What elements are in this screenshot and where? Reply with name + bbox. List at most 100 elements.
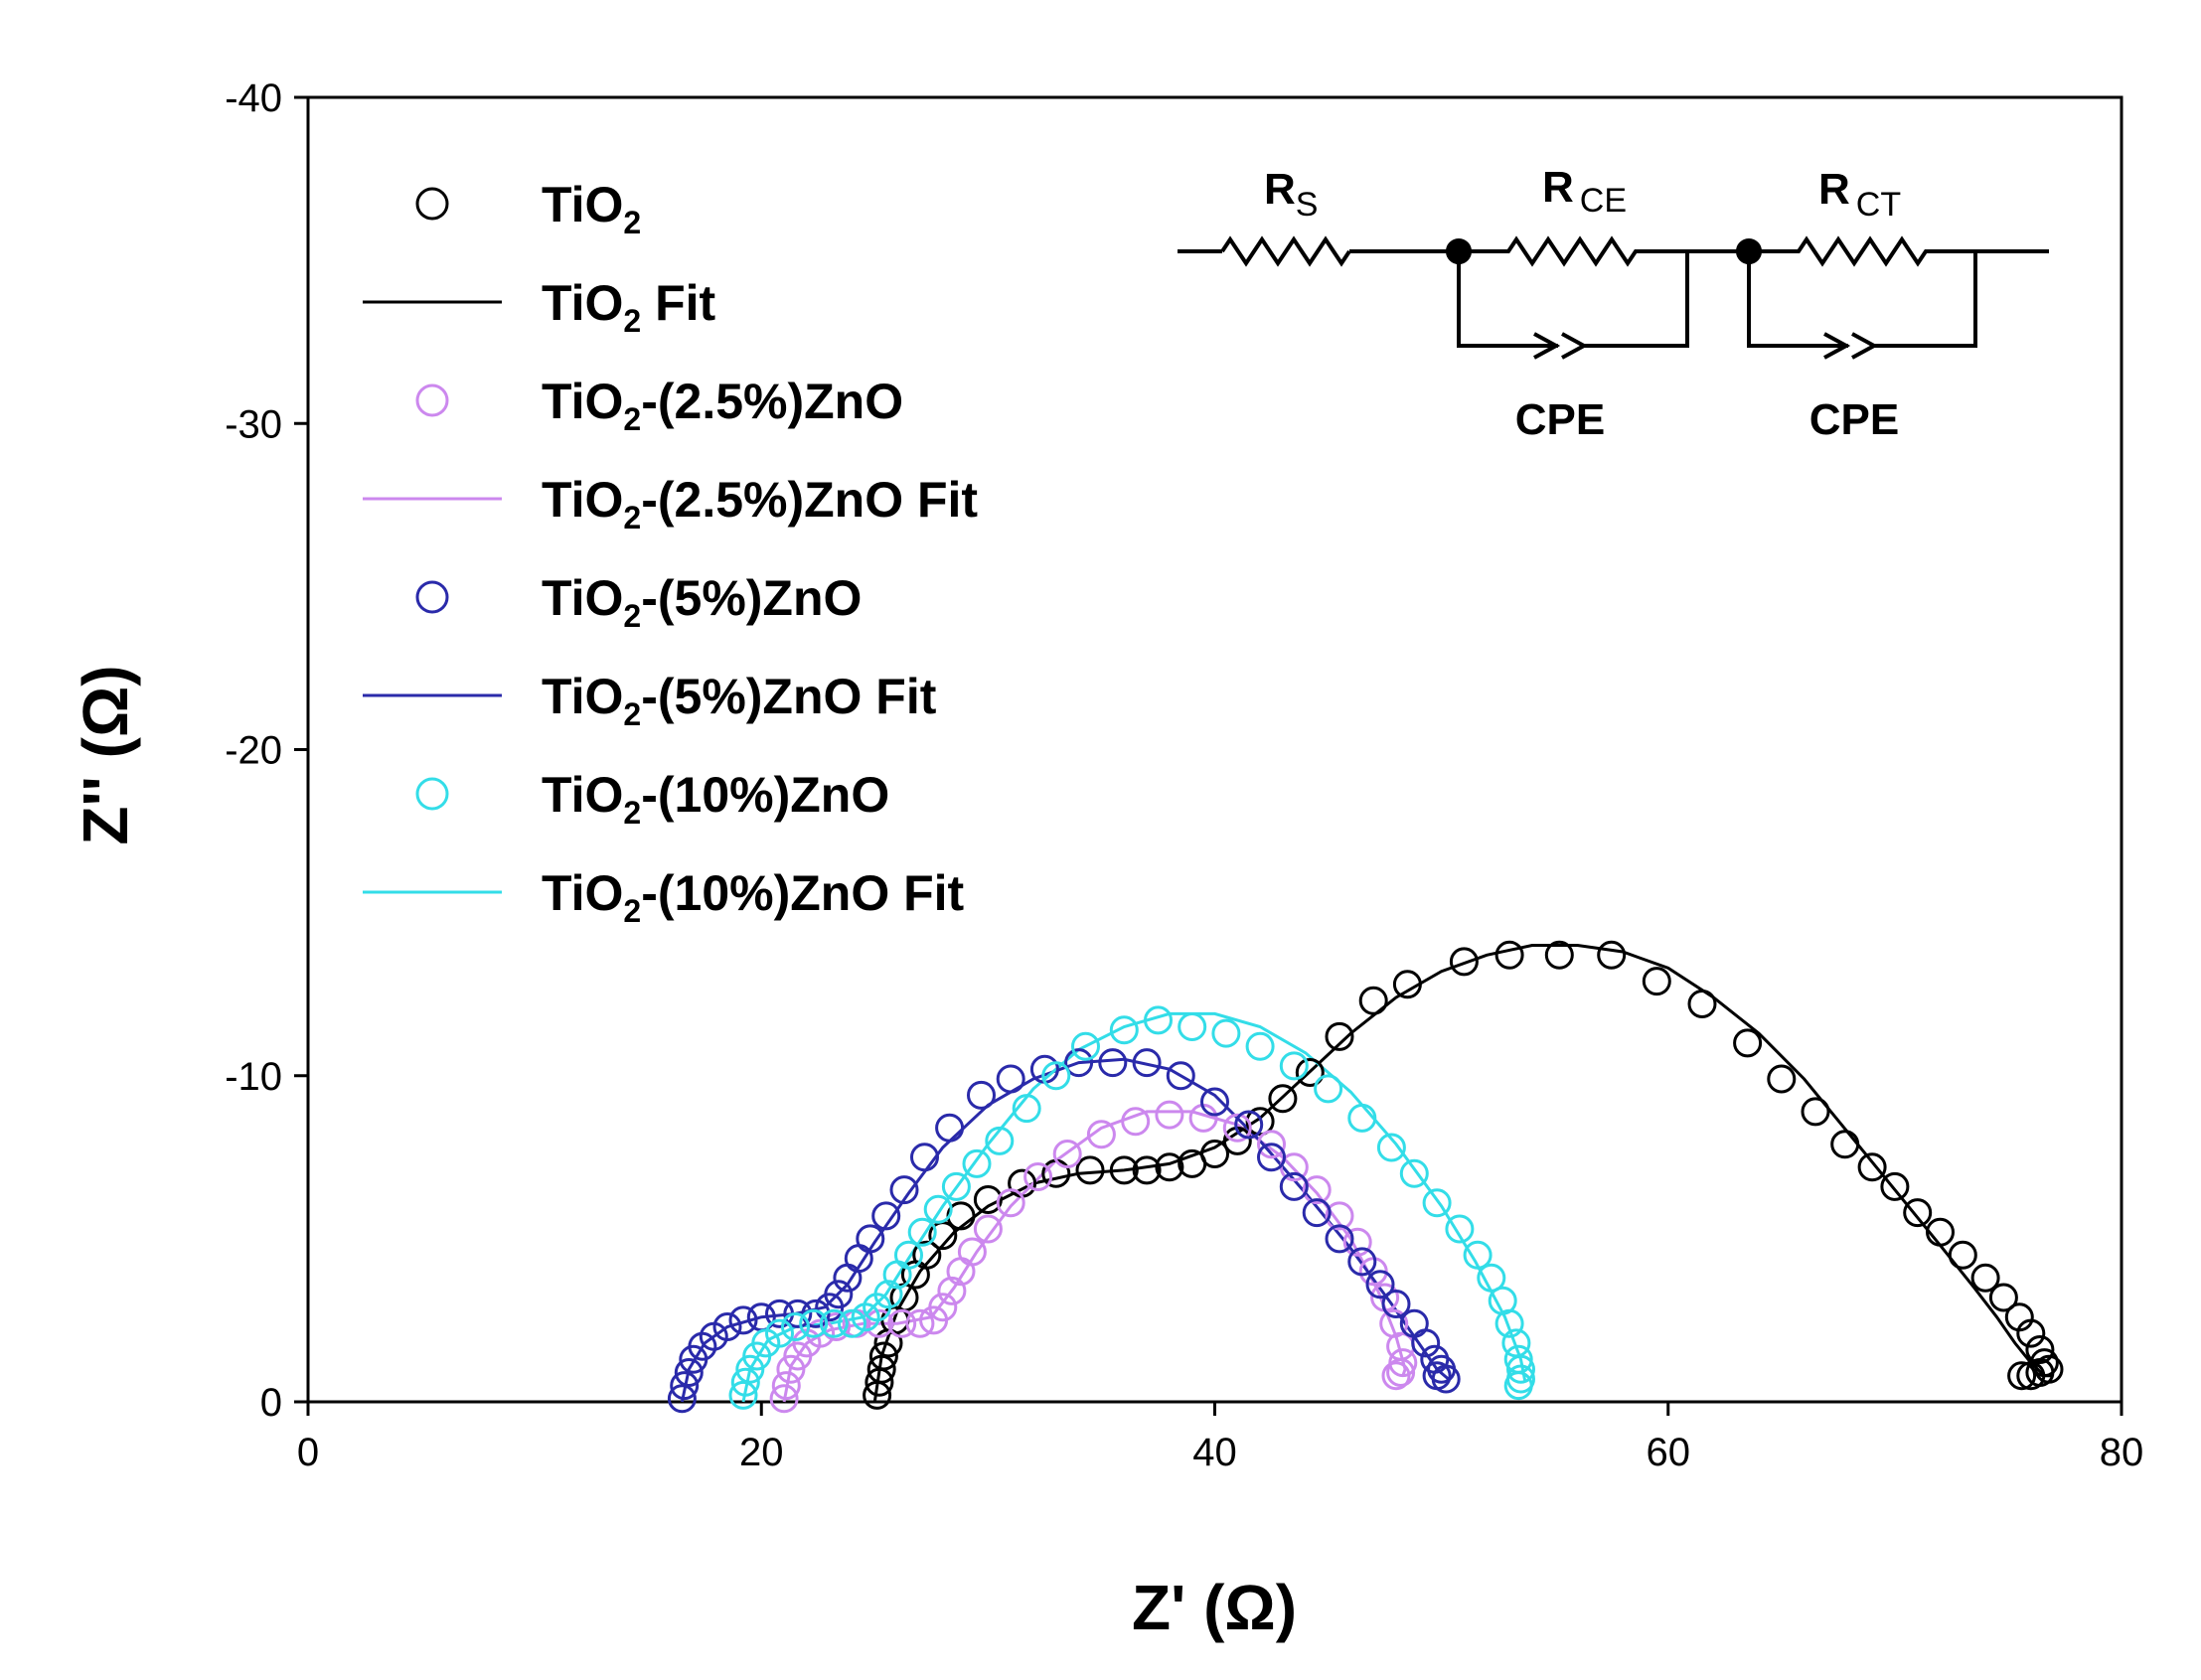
data-point	[1342, 1227, 1372, 1257]
data-point	[1801, 1097, 1830, 1127]
cpe1-symbol	[1533, 332, 1561, 360]
data-point	[667, 1384, 697, 1414]
axis-ticks: 0 20 40 60 80 0 -10 -20 -30 -40	[225, 76, 2143, 1474]
data-point	[1422, 1188, 1452, 1218]
fit-curve	[872, 944, 2054, 1403]
resistor-rce	[1459, 235, 1687, 267]
data-point	[2025, 1335, 2055, 1364]
data-point	[1597, 940, 1627, 970]
data-point	[730, 1367, 760, 1397]
data-point	[1325, 1021, 1354, 1051]
data-point	[894, 1240, 923, 1270]
data-point	[1347, 1247, 1377, 1277]
data-point	[873, 1280, 903, 1309]
data-point	[1687, 990, 1717, 1018]
data-point	[1109, 1015, 1139, 1045]
data-point	[985, 1126, 1015, 1155]
data-point	[2016, 1361, 2046, 1391]
cpe2-branch-right	[1874, 251, 1977, 348]
data-point	[824, 1280, 854, 1309]
data-point	[1494, 1308, 1524, 1338]
data-point	[1926, 1217, 1955, 1247]
data-point	[1399, 1158, 1429, 1188]
data-point	[889, 1175, 919, 1205]
data-point	[866, 1354, 896, 1384]
data-point	[2007, 1361, 2037, 1391]
data-point	[801, 1298, 831, 1328]
data-point	[1381, 1361, 1411, 1391]
data-point	[728, 1380, 758, 1410]
cpe1-symbol-b	[1561, 332, 1589, 360]
y-tick-label: -20	[225, 729, 282, 773]
data-point	[957, 1237, 987, 1267]
data-point	[1234, 1110, 1264, 1140]
data-point	[1155, 1100, 1184, 1130]
y-tick-label: -10	[225, 1055, 282, 1099]
x-axis-title: Z' (Ω)	[1132, 1572, 1297, 1643]
data-point	[781, 1312, 810, 1341]
data-point	[735, 1354, 765, 1384]
data-point	[670, 1371, 700, 1401]
data-point	[771, 1371, 801, 1401]
x-tick-label: 0	[297, 1431, 319, 1474]
data-point	[769, 1384, 799, 1414]
data-point	[1857, 1152, 1887, 1182]
resistor-rs	[1220, 235, 1351, 267]
data-point	[1767, 1064, 1797, 1094]
data-point	[1268, 1084, 1298, 1114]
data-point	[1075, 1155, 1105, 1185]
data-point	[1041, 1061, 1071, 1091]
data-point	[1325, 1201, 1354, 1231]
data-point	[1411, 1328, 1441, 1358]
y-tick-label: -30	[225, 402, 282, 446]
data-point	[1506, 1354, 1535, 1384]
data-point	[1132, 1048, 1162, 1078]
data-point	[1257, 1130, 1286, 1159]
data-point	[1386, 1358, 1416, 1387]
data-point	[1279, 1171, 1309, 1201]
cpe2-symbol	[1823, 332, 1851, 360]
data-point	[1494, 940, 1524, 970]
data-point	[776, 1354, 806, 1384]
data-point	[1948, 1240, 1977, 1270]
data-point	[765, 1318, 794, 1348]
data-point	[1222, 1113, 1252, 1143]
data-point	[819, 1308, 849, 1338]
data-point	[1245, 1031, 1275, 1061]
data-point	[1086, 1120, 1116, 1149]
data-point	[783, 1298, 813, 1328]
data-point	[1200, 1087, 1229, 1117]
x-tick-label: 80	[2100, 1431, 2144, 1474]
legend-marker-circle	[415, 777, 449, 811]
data-point	[838, 1308, 866, 1338]
y-tick-label: 0	[260, 1381, 282, 1425]
data-point	[1347, 1103, 1377, 1133]
data-point	[674, 1358, 704, 1387]
data-point	[1132, 1155, 1162, 1185]
x-tick-label: 40	[1192, 1431, 1237, 1474]
data-point	[712, 1312, 742, 1341]
data-point	[1041, 1158, 1071, 1188]
data-point	[2016, 1318, 2046, 1348]
data-point	[1121, 1107, 1151, 1137]
data-point	[962, 1148, 992, 1178]
legend-label: TiO2-(5%)ZnO	[542, 570, 862, 634]
data-point	[1880, 1171, 1910, 1201]
data-point	[1365, 1270, 1395, 1299]
data-point	[1166, 1061, 1195, 1091]
data-points	[667, 940, 2064, 1414]
data-point	[1642, 967, 1671, 996]
data-point	[1445, 1214, 1475, 1244]
data-point	[1098, 1048, 1128, 1078]
data-point	[868, 1341, 898, 1371]
data-point	[1052, 1140, 1082, 1168]
data-point	[1503, 1371, 1533, 1401]
data-point	[1064, 1048, 1094, 1078]
data-point	[1314, 1074, 1343, 1104]
data-point	[1325, 1224, 1354, 1254]
data-point	[799, 1308, 829, 1338]
resistor-rct	[1749, 235, 1975, 267]
data-point	[1144, 1005, 1173, 1035]
data-point	[1302, 1175, 1332, 1205]
